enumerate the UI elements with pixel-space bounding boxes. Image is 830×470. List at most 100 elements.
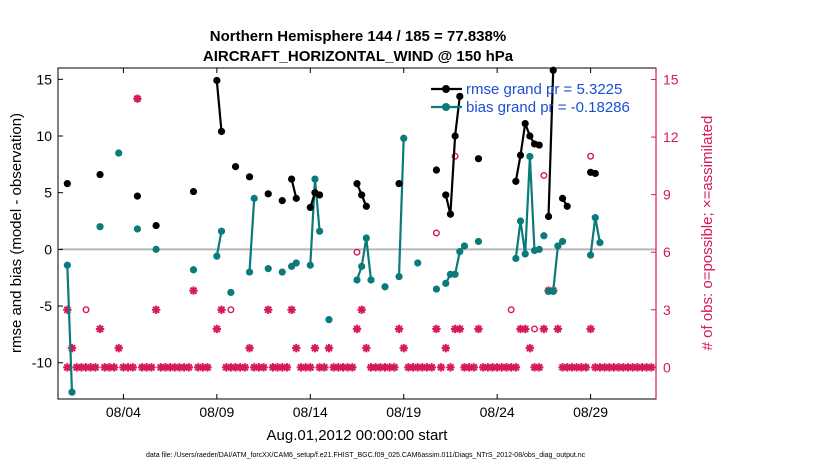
obs-assimilated-marker [539, 324, 549, 334]
y-tick-label-right: 6 [663, 244, 671, 260]
obs-assimilated-marker-stroke [474, 325, 483, 333]
rmse-point [362, 202, 370, 210]
obs-assimilated-marker-stroke [432, 325, 441, 333]
obs-assimilated-marker-stroke [147, 363, 156, 372]
obs-assimilated-marker [399, 343, 408, 353]
footer-data-file: data file: /Users/raeder/DAI/ATM_forcXX/… [146, 452, 586, 459]
rmse-point [521, 119, 529, 128]
rmse-point [544, 212, 553, 221]
rmse-point [217, 127, 226, 136]
bias-point [264, 265, 272, 273]
obs-assimilated-marker-stroke [390, 363, 399, 372]
bias-line-segment [397, 138, 405, 277]
rmse-point [278, 197, 286, 205]
y-tick-label-right: 0 [663, 359, 671, 375]
bias-point [63, 261, 71, 269]
bias-point [217, 227, 226, 235]
obs-assimilated-marker-stroke [456, 325, 464, 333]
obs-assimilated-marker-stroke [264, 306, 272, 314]
chart-title-line-1: Northern Hemisphere 144 / 185 = 77.838% [210, 28, 506, 45]
obs-assimilated-marker-stroke [554, 325, 562, 333]
obs-assimilated-marker [292, 343, 301, 353]
rmse-point [96, 170, 104, 179]
obs-assimilated-marker-stroke [241, 363, 249, 372]
bias-point [400, 134, 408, 142]
obs-assimilated-marker [189, 286, 198, 295]
legend: rmse grand pr = 5.3225 bias grand pr = -… [431, 81, 630, 116]
obs-assimilated-marker-stroke [203, 363, 212, 372]
rmse-point [456, 92, 464, 100]
rmse-point [432, 166, 441, 174]
obs-assimilated-marker-stroke [91, 363, 100, 372]
obs-assimilated-marker [390, 363, 399, 372]
rmse-point [306, 203, 314, 212]
obs-assimilated-marker [520, 324, 530, 334]
obs-assimilated-marker [63, 305, 72, 314]
obs-assimilated-marker [357, 305, 366, 314]
obs-possible-marker [227, 306, 235, 314]
bias-point [535, 245, 543, 253]
obs-assimilated-marker-stroke [442, 344, 450, 352]
obs-assimilated-marker [217, 305, 226, 314]
obs-assimilated-marker-stroke [325, 344, 333, 352]
obs-assimilated-marker-stroke [287, 306, 296, 314]
obs-assimilated-marker [348, 363, 357, 372]
obs-possible-marker [432, 229, 440, 237]
rmse-point [287, 175, 296, 183]
obs-assimilated-marker [455, 324, 464, 334]
y-axis-label-right: # of obs: o=possible; ×=assimilated [699, 116, 716, 351]
obs-assimilated-marker [427, 363, 436, 372]
obs-assimilated-marker-stroke [185, 363, 193, 372]
y-tick-label-left: 0 [44, 241, 52, 257]
rmse-line-segment [444, 96, 461, 216]
bias-point [68, 388, 76, 396]
bias-point [451, 270, 459, 278]
bias-point [316, 227, 324, 235]
bias-point [152, 245, 160, 253]
bias-line-segment [355, 236, 373, 281]
bias-point [414, 259, 422, 267]
obs-assimilated-marker [310, 343, 320, 353]
bias-line-segment [66, 265, 74, 393]
bias-point [395, 272, 403, 281]
y-axis-label-left: rmse and bias (model - observation) [8, 113, 25, 353]
obs-assimilated-marker [212, 324, 222, 334]
obs-assimilated-marker [147, 363, 156, 372]
obs-assimilated-marker-stroke [283, 363, 291, 372]
obs-assimilated-marker-stroke [395, 325, 403, 333]
legend-bias-marker [442, 103, 450, 111]
obs-assimilated-marker [581, 363, 591, 372]
obs-possible-marker [133, 95, 141, 103]
obs-assimilated-marker-stroke [213, 325, 221, 333]
obs-assimilated-marker [245, 343, 254, 353]
obs-assimilated-marker-stroke [399, 344, 408, 352]
x-tick-label: 08/29 [573, 404, 608, 420]
bias-point [189, 266, 198, 274]
chart-title-line-2: AIRCRAFT_HORIZONTAL_WIND @ 150 hPa [203, 48, 514, 65]
obs-assimilated-marker-stroke [586, 325, 595, 333]
obs-assimilated-marker-stroke [245, 344, 254, 352]
legend-rmse-marker [442, 85, 450, 93]
bias-point [512, 254, 520, 263]
y-tick-label-right: 15 [663, 72, 679, 88]
obs-assimilated-marker [394, 324, 404, 334]
obs-assimilated-marker-stroke [311, 344, 319, 352]
obs-assimilated-marker [259, 363, 268, 372]
bias-point [358, 262, 366, 270]
obs-assimilated-marker [151, 305, 161, 314]
obs-assimilated-marker-stroke [428, 363, 436, 372]
obs-assimilated-marker-stroke [512, 363, 520, 372]
obs-assimilated-marker [446, 363, 455, 372]
bias-line-segment [248, 198, 256, 273]
obs-assimilated-marker-stroke [320, 363, 329, 372]
bias-point [96, 223, 104, 231]
obs-assimilated-marker [553, 324, 563, 334]
rmse-point [353, 180, 361, 188]
bias-point [596, 238, 604, 247]
bias-point [250, 194, 258, 202]
obs-assimilated-marker-stroke [353, 325, 361, 333]
obs-assimilated-marker [128, 363, 137, 372]
rmse-point [358, 191, 366, 199]
bias-point [362, 234, 370, 242]
